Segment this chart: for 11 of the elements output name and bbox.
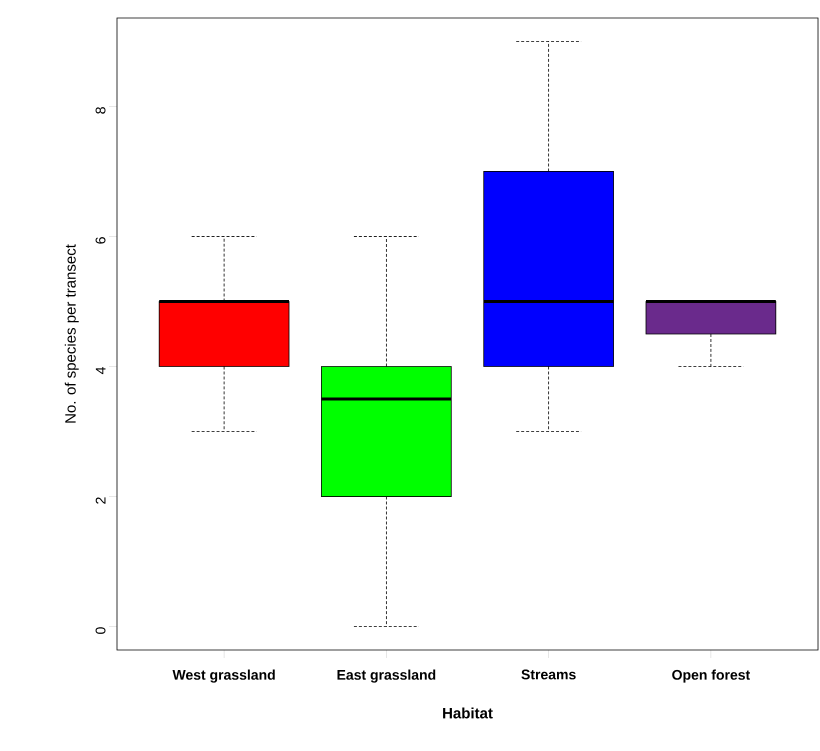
y-tick-label: 2 (96, 497, 106, 504)
y-tick-label: 6 (96, 237, 106, 244)
x-tick-label: East grassland (338, 670, 436, 683)
y-tick-label: 4 (96, 367, 106, 374)
x-axis-title: Habitat (443, 707, 493, 718)
x-tick-label: Streams (521, 670, 576, 680)
x-tick-label: West grassland (172, 670, 275, 683)
x-tick-label: Open forest (672, 670, 750, 683)
y-tick-label: 8 (96, 107, 106, 114)
y-tick-label: 0 (96, 627, 106, 634)
y-axis-title: No. of species per transect (64, 244, 79, 423)
